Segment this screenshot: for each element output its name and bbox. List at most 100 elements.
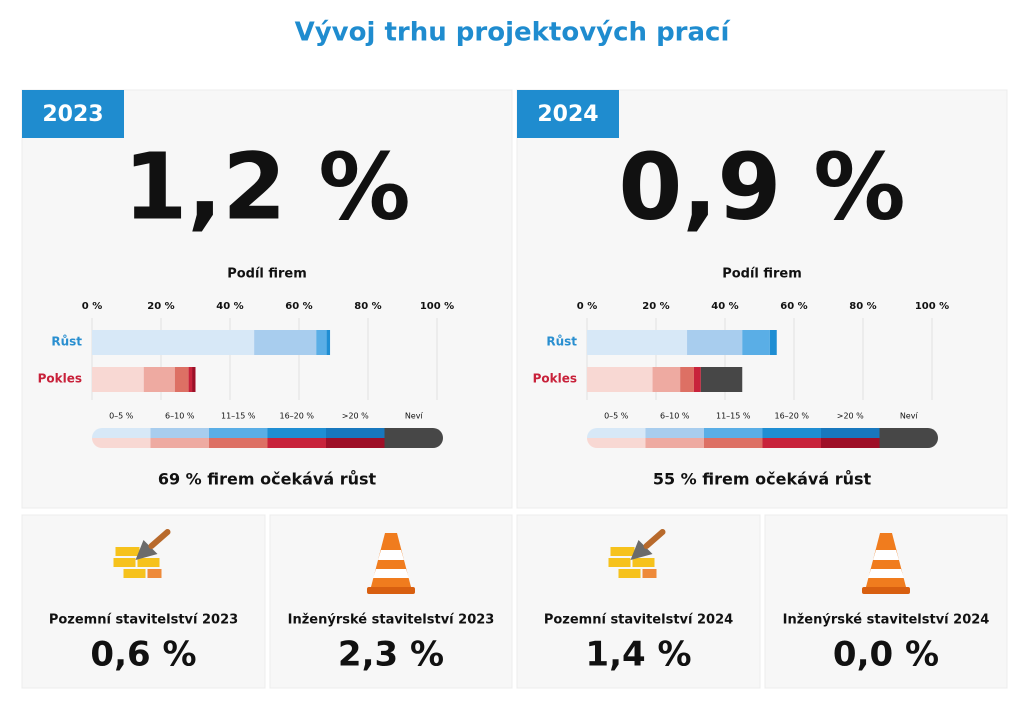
legend-label: Neví bbox=[900, 412, 919, 421]
legend-label: 6–10 % bbox=[660, 412, 690, 421]
category-label: Pokles bbox=[38, 372, 82, 386]
legend-label: >20 % bbox=[342, 412, 369, 421]
legend-swatch bbox=[209, 428, 268, 438]
year-tag bbox=[22, 90, 124, 138]
brick bbox=[123, 569, 146, 578]
legend-label: 6–10 % bbox=[165, 412, 195, 421]
brick bbox=[618, 569, 641, 578]
legend-swatch bbox=[587, 428, 646, 438]
bar-segment bbox=[680, 367, 694, 392]
legend-swatch bbox=[879, 438, 938, 448]
card-label: Pozemní stavitelství 2023 bbox=[49, 613, 238, 628]
big-value: 0,9 % bbox=[618, 133, 905, 240]
legend-swatch bbox=[92, 428, 151, 438]
legend-swatch bbox=[704, 428, 763, 438]
bar-segment bbox=[188, 367, 193, 392]
chart-title: Podíl firem bbox=[227, 267, 307, 282]
brick bbox=[113, 558, 136, 567]
brick bbox=[608, 558, 631, 567]
category-label: Pokles bbox=[533, 372, 577, 386]
category-label: Růst bbox=[546, 335, 577, 349]
brick bbox=[115, 547, 140, 556]
card-value: 0,6 % bbox=[90, 635, 196, 675]
legend-label: Neví bbox=[405, 412, 424, 421]
bar-segment bbox=[192, 367, 196, 392]
legend-swatch bbox=[326, 438, 385, 448]
bar-segment bbox=[687, 330, 743, 355]
legend-label: 16–20 % bbox=[279, 412, 314, 421]
legend-swatch bbox=[267, 428, 327, 438]
bar-segment bbox=[92, 367, 144, 392]
brick bbox=[642, 569, 657, 578]
x-tick-label: 80 % bbox=[849, 301, 876, 312]
legend-swatch bbox=[879, 428, 938, 438]
bar-segment bbox=[143, 367, 175, 392]
legend-swatch bbox=[821, 428, 880, 438]
legend-swatch bbox=[209, 438, 268, 448]
cone-icon bbox=[862, 533, 910, 594]
legend-label: 11–15 % bbox=[716, 412, 751, 421]
bar-segment bbox=[326, 330, 331, 355]
x-tick-label: 60 % bbox=[285, 301, 312, 312]
legend-swatch bbox=[92, 438, 151, 448]
trowel-blade bbox=[135, 540, 158, 560]
bar-segment bbox=[587, 330, 688, 355]
bar-segment bbox=[316, 330, 327, 355]
brick bbox=[137, 558, 160, 567]
legend-swatch bbox=[762, 428, 822, 438]
trowel-handle bbox=[148, 529, 171, 549]
x-tick-label: 100 % bbox=[915, 301, 949, 312]
note: 69 % firem očekává růst bbox=[158, 470, 377, 489]
x-tick-label: 0 % bbox=[82, 301, 102, 312]
category-label: Růst bbox=[51, 335, 82, 349]
x-tick-label: 0 % bbox=[577, 301, 597, 312]
legend-swatch bbox=[384, 428, 443, 438]
year: 2023 bbox=[42, 102, 103, 127]
cone-stripe bbox=[868, 569, 904, 578]
bar-segment bbox=[769, 330, 777, 355]
legend-swatch bbox=[762, 438, 822, 448]
cone-stripe bbox=[873, 550, 899, 560]
legend-swatch bbox=[704, 438, 763, 448]
legend-swatch bbox=[587, 438, 646, 448]
x-tick-label: 40 % bbox=[216, 301, 243, 312]
legend-label: >20 % bbox=[837, 412, 864, 421]
bar-segment bbox=[174, 367, 189, 392]
x-tick-label: 80 % bbox=[354, 301, 381, 312]
bar-segment bbox=[652, 367, 681, 392]
cone-icon bbox=[367, 533, 415, 594]
cone-stripe bbox=[378, 550, 404, 560]
x-tick-label: 20 % bbox=[147, 301, 174, 312]
legend-swatch bbox=[150, 438, 210, 448]
bar-segment bbox=[700, 367, 743, 392]
year-tag bbox=[517, 90, 619, 138]
cone-base bbox=[862, 587, 910, 594]
legend-bar bbox=[92, 428, 443, 448]
year: 2024 bbox=[537, 102, 598, 127]
trowel-icon bbox=[608, 529, 666, 578]
trowel-blade bbox=[630, 540, 653, 560]
legend-swatch bbox=[326, 428, 385, 438]
bar-segment bbox=[742, 330, 770, 355]
legend-swatch bbox=[384, 438, 443, 448]
card-value: 0,0 % bbox=[833, 635, 939, 675]
brick bbox=[147, 569, 162, 578]
note: 55 % firem očekává růst bbox=[653, 470, 872, 489]
brick bbox=[632, 558, 655, 567]
card-label: Inženýrské stavitelství 2024 bbox=[783, 613, 990, 628]
card-label: Inženýrské stavitelství 2023 bbox=[288, 613, 495, 628]
x-tick-label: 40 % bbox=[711, 301, 738, 312]
trowel-handle bbox=[643, 529, 666, 549]
bar-segment bbox=[587, 367, 653, 392]
legend-label: 0–5 % bbox=[109, 412, 134, 421]
bar-segment bbox=[92, 330, 255, 355]
bar-segment bbox=[693, 367, 701, 392]
legend-label: 16–20 % bbox=[774, 412, 809, 421]
x-tick-label: 20 % bbox=[642, 301, 669, 312]
legend-swatch bbox=[150, 428, 210, 438]
page-title: Vývoj trhu projektových prací bbox=[295, 18, 732, 48]
big-value: 1,2 % bbox=[123, 133, 410, 240]
legend-swatch bbox=[645, 438, 705, 448]
legend-label: 11–15 % bbox=[221, 412, 256, 421]
